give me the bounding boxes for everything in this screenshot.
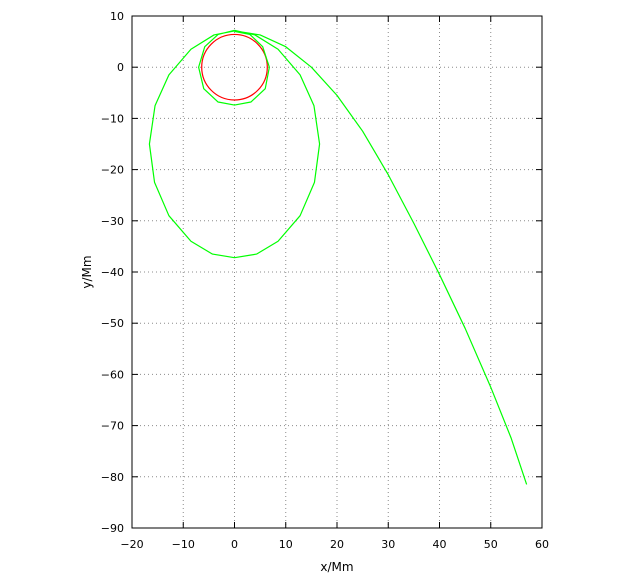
y-axis-label: y/Mm [80,255,94,288]
y-tick-label: −10 [101,112,124,125]
tick-labels: −20 −10 0 10 20 30 40 50 60 −90 −80 −70 −60 −50 −40 −30… [101,10,549,551]
series-trajectory-1 [148,29,528,485]
y-tick-label: −80 [101,471,124,484]
x-tick-label: 40 [433,538,447,551]
y-tick-label: −50 [101,317,124,330]
y-tick-label: −40 [101,266,124,279]
x-tick-label: 50 [484,538,498,551]
series-circle-0 [201,33,268,101]
y-tick-label: 10 [110,10,124,23]
y-tick-label: −60 [101,368,124,381]
x-tick-label: 60 [535,538,549,551]
ticks [131,15,543,529]
x-tick-label: 10 [279,538,293,551]
x-tick-label: −20 [120,538,143,551]
series-layer [148,29,528,485]
x-axis-label: x/Mm [320,560,353,574]
grid [132,16,542,528]
x-tick-label: 20 [330,538,344,551]
y-tick-label: −30 [101,215,124,228]
y-tick-label: −20 [101,164,124,177]
y-tick-label: 0 [117,61,124,74]
x-tick-label: −10 [172,538,195,551]
y-tick-label: −90 [101,522,124,535]
y-tick-label: −70 [101,420,124,433]
x-tick-label: 30 [381,538,395,551]
x-tick-label: 0 [231,538,238,551]
